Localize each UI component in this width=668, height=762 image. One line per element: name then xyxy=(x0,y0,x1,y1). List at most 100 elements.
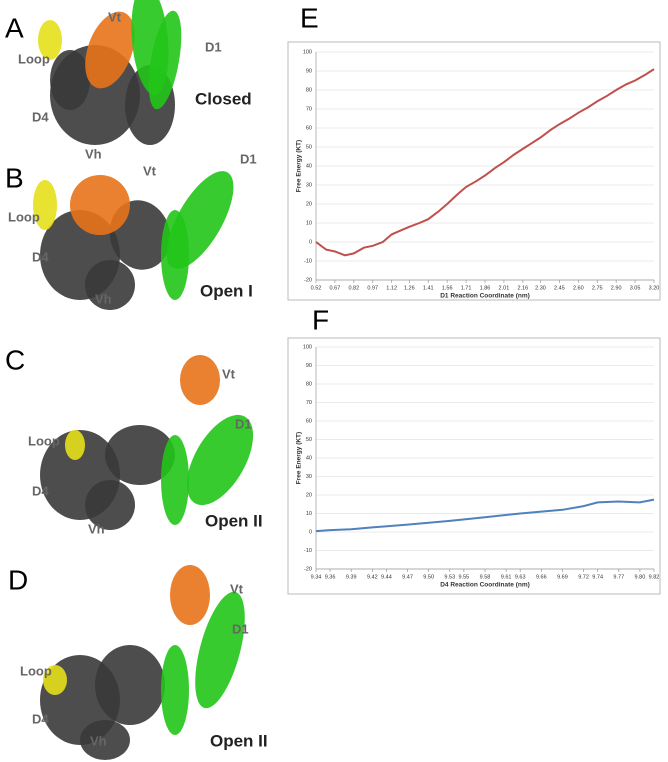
x-tick-label: 9.47 xyxy=(402,574,413,580)
x-tick-label: 2.01 xyxy=(499,285,510,291)
structure-label: Vt xyxy=(222,366,236,381)
x-tick-label: 9.58 xyxy=(480,574,491,580)
x-tick-label: 0.82 xyxy=(348,285,359,291)
x-tick-label: 1.86 xyxy=(480,285,491,291)
panel-letter: B xyxy=(5,162,24,193)
structure-label: Vh xyxy=(95,291,112,306)
protein-domain xyxy=(161,645,189,735)
structure-label: D4 xyxy=(32,109,49,124)
y-tick-label: -20 xyxy=(304,277,312,283)
protein-domain xyxy=(186,414,254,506)
y-tick-label: 50 xyxy=(306,144,312,150)
x-tick-label: 9.63 xyxy=(515,574,526,580)
x-tick-label: 2.30 xyxy=(535,285,546,291)
y-tick-label: 60 xyxy=(306,418,312,424)
structure-label: Vh xyxy=(85,146,102,161)
x-tick-label: 1.12 xyxy=(386,285,397,291)
y-tick-label: -10 xyxy=(304,548,312,554)
x-tick-label: 9.50 xyxy=(423,574,434,580)
y-tick-label: 30 xyxy=(306,182,312,188)
x-tick-label: 9.36 xyxy=(325,574,336,580)
protein-domain xyxy=(95,645,165,725)
y-tick-label: 90 xyxy=(306,68,312,74)
protein-domain xyxy=(105,425,175,485)
protein-domain xyxy=(195,591,245,709)
protein-domain xyxy=(38,20,62,60)
structure-label: D1 xyxy=(240,151,257,166)
panel-letter: E xyxy=(300,2,319,33)
y-tick-label: 40 xyxy=(306,163,312,169)
protein-domain xyxy=(85,11,135,89)
y-tick-label: 100 xyxy=(303,49,312,55)
x-tick-label: 9.34 xyxy=(311,574,322,580)
structure-label: D4 xyxy=(32,711,49,726)
x-tick-label: 2.75 xyxy=(592,285,603,291)
y-tick-label: 60 xyxy=(306,125,312,131)
x-tick-label: 1.41 xyxy=(423,285,434,291)
protein-domain xyxy=(33,180,57,230)
x-tick-label: 0.97 xyxy=(367,285,378,291)
x-tick-label: 9.61 xyxy=(501,574,512,580)
protein-domain xyxy=(65,430,85,460)
structure-label: Loop xyxy=(8,209,40,224)
structure-label: Open I xyxy=(200,281,253,300)
y-tick-label: 30 xyxy=(306,474,312,480)
structure-label: Open II xyxy=(205,511,263,530)
y-axis-title: Free Energy (KT) xyxy=(296,432,303,484)
x-tick-label: 9.53 xyxy=(444,574,455,580)
panel-letter: A xyxy=(5,12,24,43)
y-tick-label: 0 xyxy=(309,239,312,245)
x-tick-label: 3.05 xyxy=(630,285,641,291)
x-axis-title: D4 Reaction Coordinate (nm) xyxy=(440,582,530,589)
y-tick-label: 50 xyxy=(306,437,312,443)
y-tick-label: 10 xyxy=(306,220,312,226)
structure-label: Loop xyxy=(28,433,60,448)
x-tick-label: 3.20 xyxy=(649,285,660,291)
y-tick-label: -10 xyxy=(304,258,312,264)
x-tick-label: 9.72 xyxy=(578,574,589,580)
x-tick-label: 9.82 xyxy=(649,574,660,580)
x-tick-label: 2.90 xyxy=(611,285,622,291)
y-tick-label: 90 xyxy=(306,363,312,369)
structure-label: D4 xyxy=(32,249,49,264)
structure-label: D1 xyxy=(205,39,222,54)
protein-domain xyxy=(148,10,182,110)
structure-label: D1 xyxy=(235,416,252,431)
x-tick-label: 2.16 xyxy=(517,285,528,291)
structure-label: Loop xyxy=(20,663,52,678)
structure-label: Vh xyxy=(88,521,105,536)
line xyxy=(315,68,655,257)
structure-label: Open II xyxy=(210,731,268,750)
x-tick-label: 9.80 xyxy=(635,574,646,580)
protein-domain xyxy=(180,355,220,405)
protein-domain xyxy=(85,480,135,530)
x-tick-label: 2.60 xyxy=(573,285,584,291)
y-tick-label: 20 xyxy=(306,201,312,207)
x-tick-label: 9.74 xyxy=(592,574,603,580)
x-tick-label: 9.42 xyxy=(367,574,378,580)
structure-label: Vh xyxy=(90,733,107,748)
y-tick-label: 20 xyxy=(306,492,312,498)
x-tick-label: 2.45 xyxy=(554,285,565,291)
structure-label: Vt xyxy=(143,163,157,178)
protein-domain xyxy=(50,50,90,110)
protein-domain xyxy=(85,260,135,310)
panel-letter: D xyxy=(8,564,28,595)
panel-letter: C xyxy=(5,344,25,375)
x-tick-label: 0.67 xyxy=(330,285,341,291)
y-tick-label: 80 xyxy=(306,381,312,387)
y-axis-title: Free Energy (KT) xyxy=(296,140,303,192)
x-tick-label: 1.56 xyxy=(442,285,453,291)
structure-label: Vt xyxy=(108,9,122,24)
x-tick-label: 0.52 xyxy=(311,285,322,291)
protein-domain xyxy=(70,175,130,235)
x-tick-label: 9.44 xyxy=(381,574,392,580)
chart-frame xyxy=(287,337,661,595)
x-tick-label: 1.71 xyxy=(461,285,472,291)
y-tick-label: 10 xyxy=(306,511,312,517)
structure-label: D4 xyxy=(32,483,49,498)
structure-label: D1 xyxy=(232,621,249,636)
x-tick-label: 9.77 xyxy=(613,574,624,580)
protein-domain xyxy=(43,665,67,695)
